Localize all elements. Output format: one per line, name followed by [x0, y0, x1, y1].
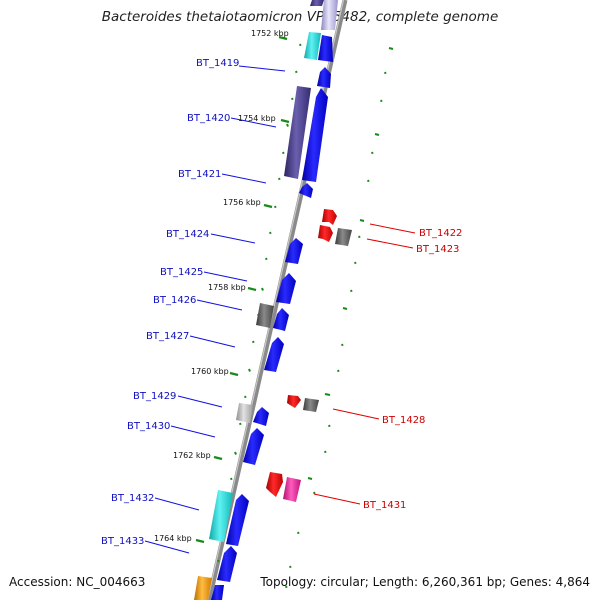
gene-label-bt1420[interactable]: BT_1420 — [187, 113, 230, 124]
gene-label-bt1423[interactable]: BT_1423 — [416, 244, 459, 255]
accession-text: Accession: NC_004663 — [9, 575, 146, 589]
kbp-label-1758: 1758 kbp — [208, 283, 246, 292]
feature-top-pale[interactable] — [321, 0, 338, 30]
feature-gray-bt1426[interactable] — [256, 303, 274, 328]
gene-arrow-bt1419-prev[interactable] — [318, 35, 333, 62]
reverse-leader-lines — [313, 223, 416, 505]
gene-arrow-bt1419[interactable] — [317, 67, 331, 88]
feature-magenta-bt1431[interactable] — [283, 477, 301, 502]
gene-label-bt1427[interactable]: BT_1427 — [146, 331, 189, 342]
gene-label-bt1428[interactable]: BT_1428 — [382, 415, 425, 426]
gene-arrow-bt1422[interactable] — [322, 209, 337, 225]
kbp-major-ticks — [195, 35, 290, 544]
gene-arrow-bt1431[interactable] — [266, 472, 283, 497]
feature-lightgray-bt1429[interactable] — [236, 403, 253, 423]
gene-arrow-bt1430[interactable] — [243, 428, 264, 465]
outer-tick-track — [285, 47, 394, 589]
kbp-label-1762: 1762 kbp — [173, 451, 211, 460]
gene-arrow-bt1433[interactable] — [217, 546, 237, 582]
gene-arrow-bt1425[interactable] — [276, 273, 296, 304]
forward-leader-lines — [144, 65, 286, 554]
gene-label-bt1425[interactable]: BT_1425 — [160, 267, 203, 278]
gene-label-bt1429[interactable]: BT_1429 — [133, 391, 176, 402]
gene-arrow-bt1428[interactable] — [287, 395, 301, 408]
gene-arrow-bt1420[interactable] — [302, 88, 328, 182]
kbp-label-1760: 1760 kbp — [191, 367, 229, 376]
map-title: Bacteroides thetaiotaomicron VPI-5482, c… — [101, 9, 499, 25]
gene-label-bt1432[interactable]: BT_1432 — [111, 493, 154, 504]
feature-slate-bt1420[interactable] — [284, 86, 311, 179]
feature-gray-bt1423[interactable] — [335, 228, 352, 246]
gene-label-bt1424[interactable]: BT_1424 — [166, 229, 209, 240]
feature-cyan-bt1432[interactable] — [209, 490, 233, 542]
gene-arrow-bt1429[interactable] — [253, 407, 269, 426]
gene-label-bt1430[interactable]: BT_1430 — [127, 421, 170, 432]
gene-label-bt1421[interactable]: BT_1421 — [178, 169, 221, 180]
kbp-label-1764: 1764 kbp — [154, 534, 192, 543]
feature-orange-bottom[interactable] — [194, 576, 212, 600]
feature-gray-bt1428[interactable] — [303, 398, 319, 412]
gene-label-bt1426[interactable]: BT_1426 — [153, 295, 196, 306]
gene-label-bt1431[interactable]: BT_1431 — [363, 500, 406, 511]
gene-label-bt1419[interactable]: BT_1419 — [196, 58, 239, 69]
feature-cyan-top[interactable] — [304, 32, 321, 60]
gene-arrow-bt1426[interactable] — [273, 308, 289, 331]
kbp-label-1752: 1752 kbp — [251, 29, 289, 38]
gene-arrow-bt1421[interactable] — [299, 183, 313, 198]
reverse-gene-labels: BT_1422 BT_1423 BT_1428 BT_1431 — [363, 228, 462, 511]
gene-label-bt1422[interactable]: BT_1422 — [419, 228, 462, 239]
genome-summary-text: Topology: circular; Length: 6,260,361 bp… — [260, 575, 590, 589]
gene-arrow-bt1432[interactable] — [226, 494, 249, 546]
gene-arrow-bt1427[interactable] — [264, 337, 284, 372]
feature-top-slate[interactable] — [310, 0, 324, 6]
gene-label-bt1433[interactable]: BT_1433 — [101, 536, 144, 547]
gene-arrow-bt1424[interactable] — [285, 238, 303, 264]
gene-arrow-bt1423[interactable] — [318, 225, 333, 242]
forward-gene-labels: BT_1419 BT_1420 BT_1421 BT_1424 BT_1425 … — [101, 58, 239, 547]
kbp-label-1756: 1756 kbp — [223, 198, 261, 207]
gene-arrow-bt1433-next[interactable] — [211, 585, 224, 600]
kbp-label-1754: 1754 kbp — [238, 114, 276, 123]
